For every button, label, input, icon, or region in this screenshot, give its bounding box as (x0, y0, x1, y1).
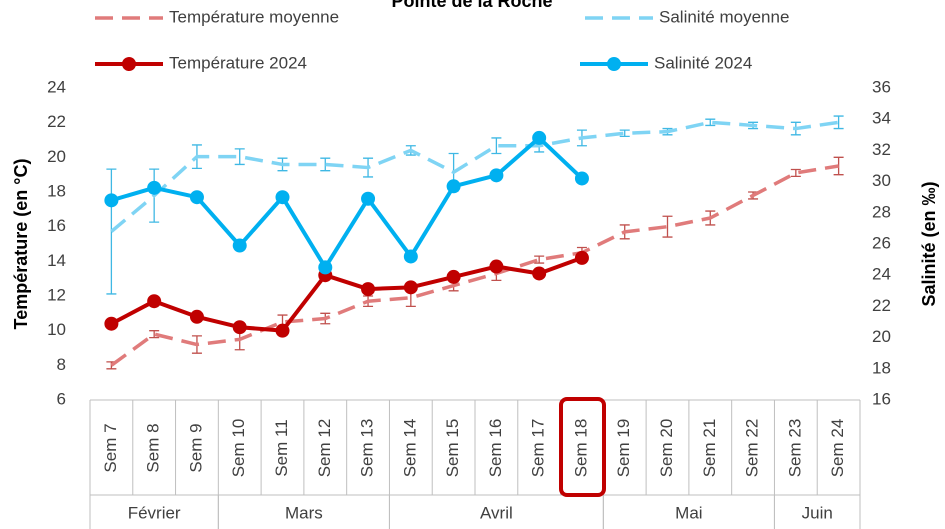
y-tick-label: 14 (47, 251, 66, 270)
x-tick-label: Sem 22 (743, 419, 762, 478)
x-tick-label: Sem 12 (315, 419, 334, 478)
group-label: Février (128, 503, 181, 522)
y2-tick-label: 24 (872, 265, 891, 284)
x-tick-label: Sem 15 (443, 419, 462, 478)
x-tick-label: Sem 24 (828, 419, 847, 478)
marker (189, 309, 204, 324)
y-tick-label: 10 (47, 320, 66, 339)
y2-tick-label: 20 (872, 327, 891, 346)
x-tick-label: Sem 19 (614, 419, 633, 478)
marker (232, 320, 247, 335)
x-tick-label: Sem 18 (571, 419, 590, 478)
error-bar (320, 157, 331, 172)
y2-tick-label: 22 (872, 296, 891, 315)
marker (361, 282, 376, 297)
marker (104, 316, 119, 331)
marker (574, 250, 589, 265)
error-bar (149, 330, 160, 339)
y-tick-label: 22 (47, 112, 66, 131)
highlight-box (559, 397, 606, 497)
group-label: Juin (802, 503, 833, 522)
marker (403, 249, 418, 264)
marker (147, 294, 162, 309)
group-label: Mai (675, 503, 702, 522)
legend-marker (122, 57, 136, 71)
marker (489, 168, 504, 183)
y-tick-label: 12 (47, 285, 66, 304)
legend-label: Température moyenne (169, 7, 339, 26)
series-line (110, 120, 839, 233)
series-line (110, 164, 839, 367)
error-bar (234, 148, 245, 166)
y-tick-label: 8 (57, 355, 66, 374)
y-tick-label: 24 (47, 77, 66, 96)
marker (189, 190, 204, 205)
legend-label: Température 2024 (169, 53, 307, 72)
y2-tick-label: 36 (872, 77, 891, 96)
y-axis-title: Température (en °C) (11, 159, 31, 330)
x-tick-label: Sem 16 (486, 419, 505, 478)
marker (446, 269, 461, 284)
x-tick-label: Sem 13 (358, 419, 377, 478)
y2-tick-label: 34 (872, 109, 891, 128)
marker (574, 171, 589, 186)
x-tick-label: Sem 8 (144, 423, 163, 472)
error-bar (662, 215, 673, 238)
y2-tick-label: 30 (872, 171, 891, 190)
error-bar (790, 168, 801, 178)
x-tick-label: Sem 11 (272, 419, 291, 476)
x-tick-label: Sem 9 (186, 423, 205, 472)
y2-tick-label: 16 (872, 389, 891, 408)
marker (275, 190, 290, 205)
y2-tick-label: 26 (872, 233, 891, 252)
y2-axis-title: Salinité (en ‰) (919, 181, 939, 306)
error-bar (833, 115, 844, 130)
error-bar (534, 255, 545, 264)
y-tick-label: 18 (47, 181, 66, 200)
y2-tick-label: 32 (872, 140, 891, 159)
marker (489, 259, 504, 274)
marker (446, 179, 461, 194)
group-label: Mars (285, 503, 323, 522)
x-tick-label: Sem 23 (785, 419, 804, 478)
marker (275, 323, 290, 338)
x-tick-label: Sem 20 (657, 419, 676, 478)
marker (403, 280, 418, 295)
legend-label: Salinité 2024 (654, 53, 752, 72)
y-tick-label: 16 (47, 216, 66, 235)
y2-tick-label: 28 (872, 202, 891, 221)
x-tick-label: Sem 21 (700, 419, 719, 478)
y-tick-label: 20 (47, 147, 66, 166)
legend-marker (607, 57, 621, 71)
x-tick-label: Sem 17 (529, 419, 548, 478)
marker (232, 238, 247, 253)
marker (147, 180, 162, 195)
x-tick-label: Sem 14 (400, 419, 419, 478)
error-bar (491, 137, 502, 155)
legend-label: Salinité moyenne (659, 7, 789, 26)
marker (318, 260, 333, 275)
error-bar (619, 129, 630, 138)
chart-title: Pointe de la Roche (391, 0, 552, 11)
marker (532, 130, 547, 145)
y-tick-label: 6 (57, 389, 66, 408)
y2-tick-label: 18 (872, 358, 891, 377)
error-bar (705, 118, 716, 127)
series-line (110, 135, 584, 270)
marker (532, 266, 547, 281)
group-label: Avril (480, 503, 513, 522)
marker (104, 193, 119, 208)
x-tick-label: Sem 7 (101, 423, 120, 472)
x-tick-label: Sem 10 (229, 419, 248, 478)
series-line (110, 255, 583, 333)
marker (361, 191, 376, 206)
